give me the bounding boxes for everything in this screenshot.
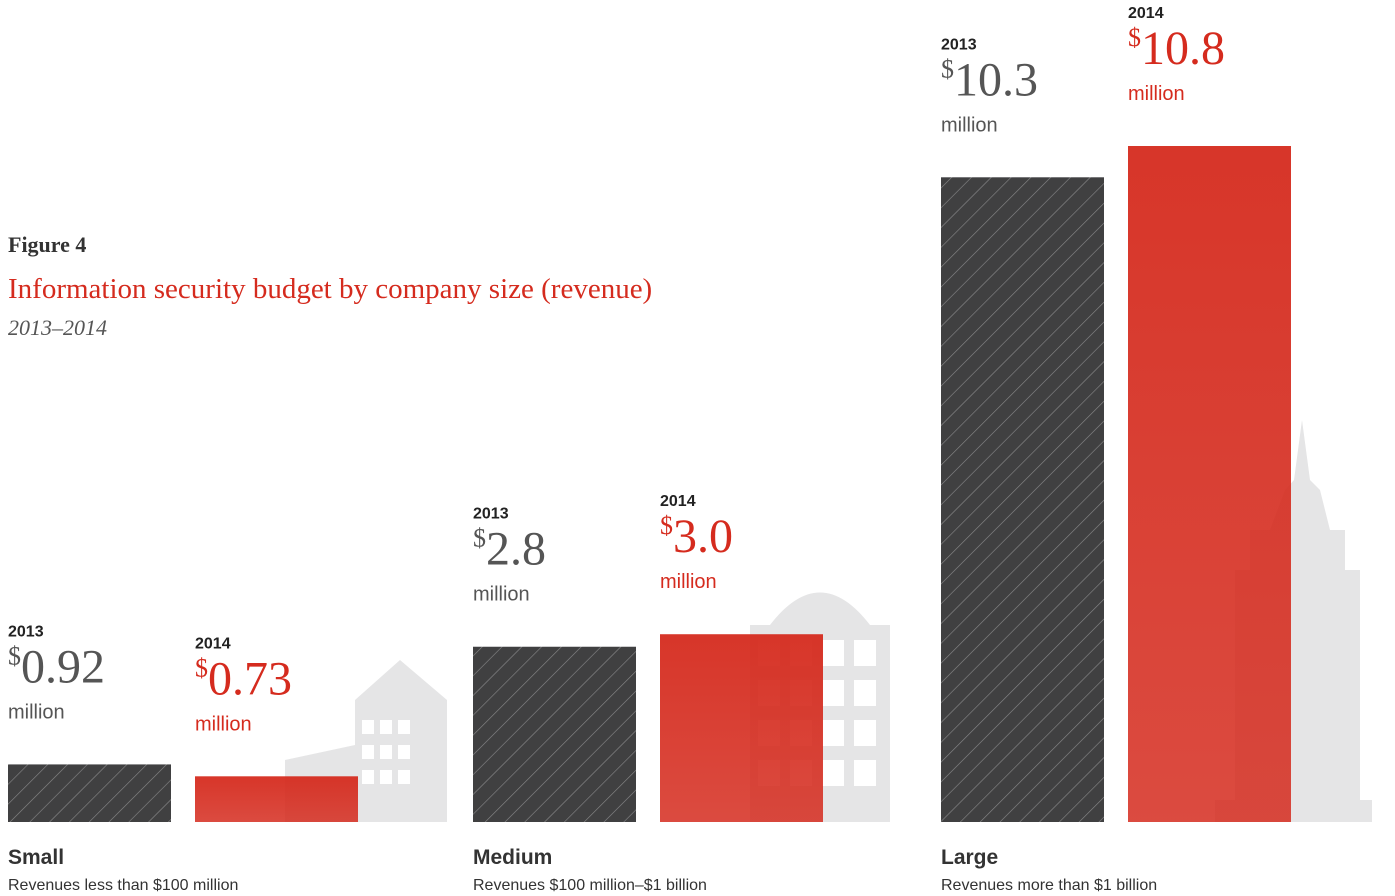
value-number: 0.73 — [208, 652, 292, 705]
bar — [473, 646, 636, 822]
window — [398, 770, 410, 784]
window — [362, 720, 374, 734]
window — [822, 680, 844, 706]
value-label: $0.73 — [195, 652, 292, 705]
unit-label: million — [941, 114, 998, 136]
bar — [195, 776, 358, 822]
year-label: 2013 — [8, 623, 44, 640]
year-label: 2013 — [473, 506, 509, 523]
currency-symbol: $ — [195, 653, 208, 682]
year-label: 2014 — [660, 493, 696, 510]
value-number: 10.8 — [1141, 22, 1225, 75]
currency-symbol: $ — [941, 54, 954, 83]
unit-label: million — [473, 584, 530, 606]
currency-symbol: $ — [660, 511, 673, 540]
window — [398, 745, 410, 759]
category-note: Revenues $100 million–$1 billion — [473, 877, 707, 894]
currency-symbol: $ — [1128, 23, 1141, 52]
bar — [660, 634, 823, 822]
unit-label: million — [660, 571, 717, 593]
currency-symbol: $ — [8, 641, 21, 670]
window — [380, 745, 392, 759]
value-label: $10.8 — [1128, 22, 1225, 75]
bar — [941, 177, 1104, 823]
category-note: Revenues more than $1 billion — [941, 877, 1157, 894]
value-label: $3.0 — [660, 510, 733, 563]
value-number: 3.0 — [673, 510, 733, 563]
window — [362, 745, 374, 759]
bar — [8, 764, 171, 822]
window — [398, 720, 410, 734]
value-label: $10.3 — [941, 53, 1038, 106]
category-label: Medium — [473, 846, 552, 869]
window — [822, 720, 844, 746]
value-label: $2.8 — [473, 523, 546, 576]
unit-label: million — [195, 713, 252, 735]
value-number: 10.3 — [954, 53, 1038, 106]
category-label: Large — [941, 846, 998, 869]
chart-title: Information security budget by company s… — [8, 273, 652, 305]
window — [854, 720, 876, 746]
value-number: 0.92 — [21, 640, 105, 693]
window — [854, 680, 876, 706]
year-label: 2014 — [195, 635, 231, 652]
year-label: 2014 — [1128, 5, 1164, 22]
category-note: Revenues less than $100 million — [8, 877, 238, 894]
value-number: 2.8 — [486, 523, 546, 576]
chart-subtitle: 2013–2014 — [8, 315, 107, 340]
window — [822, 760, 844, 786]
unit-label: million — [8, 701, 65, 723]
window — [380, 770, 392, 784]
value-label: $0.92 — [8, 640, 105, 693]
window — [854, 760, 876, 786]
category-label: Small — [8, 846, 64, 869]
bar — [1128, 146, 1291, 822]
unit-label: million — [1128, 83, 1185, 105]
currency-symbol: $ — [473, 524, 486, 553]
window — [362, 770, 374, 784]
window — [854, 640, 876, 666]
figure-label: Figure 4 — [8, 232, 86, 257]
window — [822, 640, 844, 666]
window — [380, 720, 392, 734]
year-label: 2013 — [941, 36, 977, 53]
